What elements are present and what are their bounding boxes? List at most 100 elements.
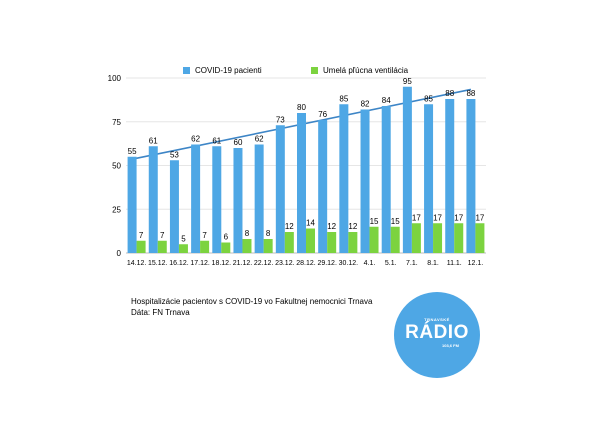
bar-ventilation	[157, 240, 167, 253]
bar-covid	[127, 156, 137, 253]
x-tick-label: 21.12.	[233, 260, 253, 267]
bar-covid	[339, 104, 349, 253]
bar-ventilation	[221, 242, 231, 253]
radio-logo: TRNAVSKÉ RÁDIO 103,6 FM	[394, 292, 480, 378]
x-tick-label: 14.12.	[127, 260, 147, 267]
x-tick-label: 16.12.	[169, 260, 189, 267]
data-label-ventilation: 17	[454, 213, 463, 222]
legend-label-ventilation: Umelá pľúcna ventilácia	[323, 66, 409, 75]
data-label-covid: 88	[466, 89, 475, 98]
bar-covid	[148, 146, 158, 253]
data-label-covid: 73	[276, 115, 285, 124]
bar-covid	[402, 86, 412, 253]
bar-ventilation	[306, 228, 315, 253]
data-label-ventilation: 17	[433, 213, 442, 222]
bar-ventilation	[200, 240, 210, 253]
bar-ventilation	[390, 226, 400, 253]
bar-covid	[275, 125, 285, 253]
y-tick-label: 50	[112, 162, 121, 171]
data-label-ventilation: 17	[412, 213, 421, 222]
bar-covid	[191, 144, 201, 253]
data-label-ventilation: 15	[370, 217, 379, 226]
data-label-covid: 82	[361, 100, 370, 109]
logo-frequency: 103,6 FM	[442, 343, 459, 348]
x-tick-label: 30.12.	[339, 260, 359, 267]
data-label-covid: 84	[382, 96, 391, 105]
data-label-covid: 53	[170, 150, 179, 159]
bar-covid	[424, 104, 434, 253]
x-tick-label: 8.1.	[427, 260, 439, 267]
bar-ventilation	[433, 223, 443, 253]
data-label-covid: 80	[297, 103, 306, 112]
bar-ventilation	[178, 244, 188, 253]
bar-ventilation	[411, 223, 421, 253]
x-tick-label: 7.1.	[406, 260, 418, 267]
bar-covid	[466, 99, 476, 253]
data-label-ventilation: 17	[475, 213, 484, 222]
bar-covid	[381, 106, 391, 253]
x-tick-label: 23.12.	[275, 260, 295, 267]
data-label-covid: 88	[445, 89, 454, 98]
y-tick-label: 25	[112, 205, 121, 214]
x-tick-label: 15.12.	[148, 260, 168, 267]
data-label-covid: 95	[403, 77, 412, 86]
data-label-covid: 61	[149, 136, 158, 145]
data-label-covid: 62	[255, 135, 264, 144]
bar-covid	[169, 160, 179, 253]
logo-main-text: RÁDIO	[405, 322, 469, 343]
bar-ventilation	[475, 223, 485, 253]
x-tick-label: 17.12.	[190, 260, 210, 267]
legend-swatch-ventilation	[311, 67, 318, 74]
legend-label-covid: COVID-19 pacienti	[195, 66, 262, 75]
bar-covid	[297, 113, 306, 253]
bar-ventilation	[369, 226, 379, 253]
bar-covid	[445, 99, 455, 253]
data-label-ventilation: 8	[266, 229, 271, 238]
data-label-covid: 55	[128, 147, 137, 156]
bar-ventilation	[327, 232, 337, 253]
legend: COVID-19 pacienti Umelá pľúcna ventiláci…	[0, 66, 600, 80]
data-label-covid: 62	[191, 135, 200, 144]
data-label-ventilation: 7	[202, 231, 207, 240]
data-labels: 55 7 61 7 53 5 62 7 61 6 60 8 62 8 73 12 80 14 76 12 85 12 82 1…	[128, 77, 485, 244]
data-label-covid: 85	[424, 94, 433, 103]
bar-ventilation	[284, 232, 294, 253]
bar-covid	[233, 148, 243, 253]
bar-covid	[360, 109, 370, 253]
logo-top-text: TRNAVSKÉ	[424, 317, 450, 322]
x-tick-label: 5.1.	[385, 260, 397, 267]
data-label-ventilation: 12	[327, 222, 336, 231]
data-label-covid: 60	[234, 138, 243, 147]
bar-covid	[254, 144, 264, 253]
data-label-ventilation: 12	[285, 222, 294, 231]
caption: Hospitalizácie pacientov s COVID-19 vo F…	[131, 296, 372, 318]
x-tick-label: 11.1.	[447, 260, 462, 267]
bar-ventilation	[348, 232, 358, 253]
data-label-ventilation: 7	[139, 231, 144, 240]
y-tick-label: 75	[112, 118, 121, 127]
legend-swatch-covid	[183, 67, 190, 74]
data-label-covid: 76	[318, 110, 327, 119]
bar-ventilation	[242, 239, 252, 253]
legend-item-ventilation: Umelá pľúcna ventilácia	[311, 66, 408, 75]
data-label-ventilation: 12	[348, 222, 357, 231]
y-tick-label: 0	[117, 249, 122, 258]
bar-ventilation	[136, 240, 146, 253]
legend-item-covid: COVID-19 pacienti	[183, 66, 262, 75]
x-tick-label: 4.1.	[364, 260, 376, 267]
data-label-ventilation: 6	[224, 233, 229, 242]
x-tick-label: 22.12.	[254, 260, 274, 267]
caption-title: Hospitalizácie pacientov s COVID-19 vo F…	[131, 297, 373, 306]
data-label-ventilation: 5	[181, 234, 186, 243]
bar-ventilation	[454, 223, 464, 253]
bars	[127, 86, 485, 253]
x-tick-label: 28.12.	[296, 260, 316, 267]
x-tick-label: 18.12.	[212, 260, 232, 267]
data-label-covid: 85	[339, 94, 348, 103]
caption-source: Dáta: FN Trnava	[131, 308, 190, 317]
data-label-covid: 61	[212, 136, 221, 145]
data-label-ventilation: 15	[391, 217, 400, 226]
x-tick-label: 12.1.	[468, 260, 484, 267]
